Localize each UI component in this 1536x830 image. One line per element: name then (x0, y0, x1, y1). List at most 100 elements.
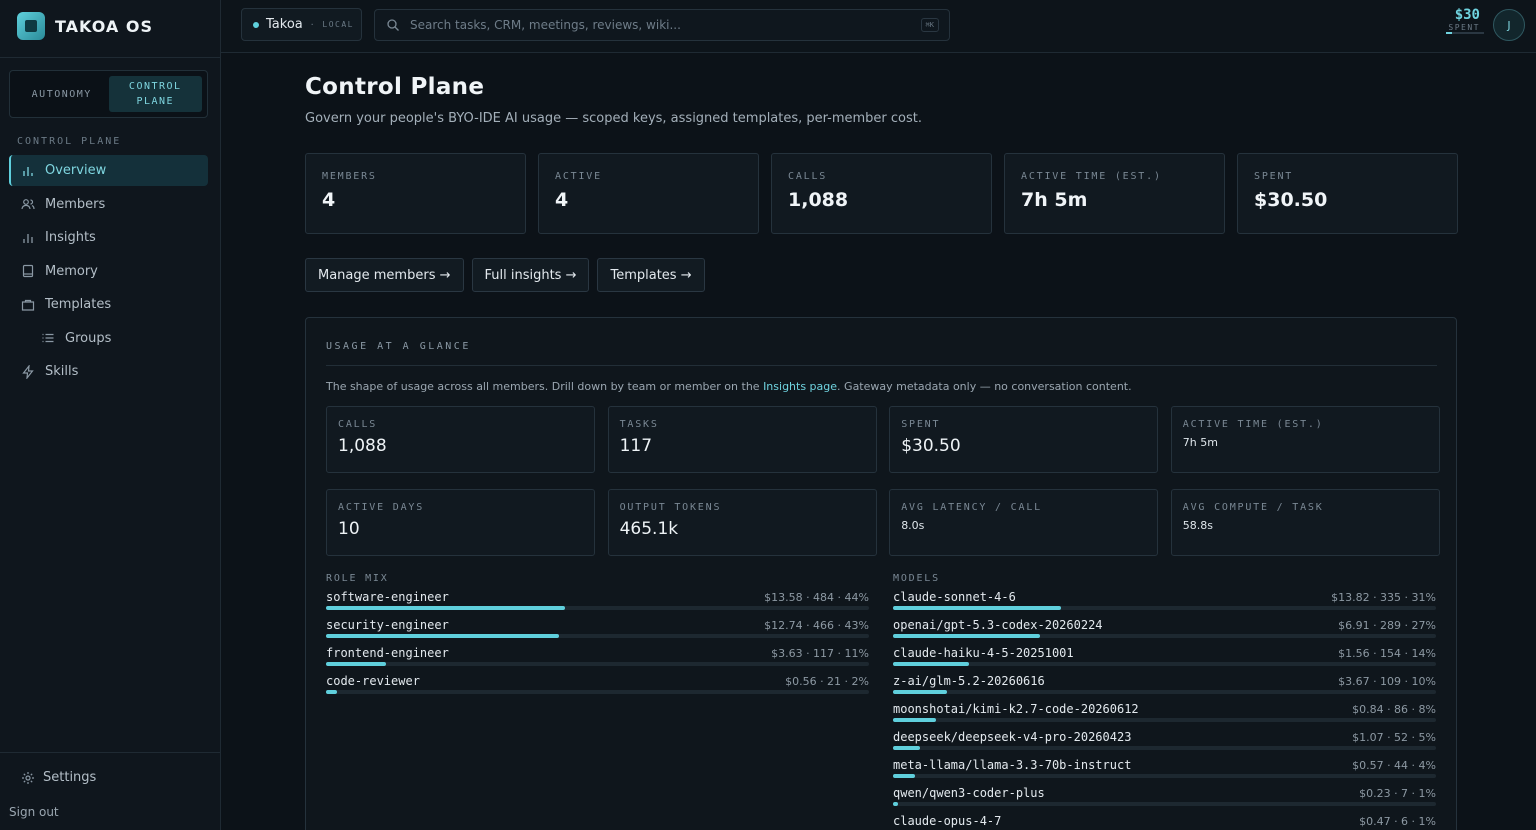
kpi-value: 7h 5m (1021, 189, 1088, 211)
usage-bar-fill (326, 606, 565, 610)
sidebar-item-label: Templates (45, 297, 112, 312)
sidebar-item-memory[interactable]: Memory (9, 256, 208, 287)
panel-description: The shape of usage across all members. D… (326, 380, 1132, 393)
row-meta: $0.56 · 21 · 2% (785, 675, 869, 688)
row-name: deepseek/deepseek-v4-pro-20260423 (893, 730, 1132, 744)
model-row[interactable]: deepseek/deepseek-v4-pro-20260423 $1.07 ·… (893, 728, 1436, 756)
stat-value: 10 (338, 519, 360, 539)
desc-text: The shape of usage across all members. D… (326, 380, 764, 393)
stat-card-calls: CALLS 1,088 (326, 406, 595, 473)
workspace-switcher[interactable]: Takoa · LOCAL (241, 8, 362, 41)
folder-icon (21, 298, 35, 312)
model-row[interactable]: claude-sonnet-4-6 $13.82 · 335 · 31% (893, 588, 1436, 616)
mode-label-line1: CONTROL (128, 81, 182, 92)
book-icon (21, 264, 35, 278)
list-icon (41, 331, 55, 345)
stat-card-spent: SPENT $30.50 (889, 406, 1159, 473)
panel-title: USAGE AT A GLANCE (326, 341, 471, 352)
stat-card-active-days: ACTIVE DAYS 10 (326, 489, 595, 556)
row-name: claude-opus-4-7 (893, 814, 1002, 828)
spend-progress-fill (1446, 32, 1452, 34)
stat-label: OUTPUT TOKENS (619, 502, 722, 513)
usage-bar-track (893, 606, 1436, 610)
stat-value: 1,088 (338, 436, 387, 456)
mode-control-plane-button[interactable]: CONTROL PLANE (108, 76, 202, 112)
row-name: software-engineer (326, 590, 449, 604)
search-input[interactable] (410, 18, 910, 32)
model-row[interactable]: z-ai/glm-5.2-20260616 $3.67 · 109 · 10% (893, 672, 1436, 700)
role-mix: ROLE MIX software-engineer $13.58 · 484 ·… (326, 573, 869, 700)
sidebar-item-members[interactable]: Members (9, 189, 208, 220)
row-name: openai/gpt-5.3-codex-20260224 (893, 618, 1103, 632)
sign-out-link[interactable]: Sign out (9, 805, 59, 819)
usage-bar-fill (326, 634, 560, 638)
settings-button[interactable]: Settings (21, 770, 96, 785)
stat-label: TASKS (619, 419, 659, 430)
row-meta: $0.47 · 6 · 1% (1359, 815, 1436, 828)
usage-bar-track (326, 606, 869, 610)
sidebar-item-groups[interactable]: Groups (9, 323, 208, 354)
stat-card-avg-latency: AVG LATENCY / CALL 8.0s (889, 489, 1159, 556)
mode-autonomy-button[interactable]: AUTONOMY (15, 76, 109, 112)
logo-icon (17, 12, 45, 40)
models-mix: MODELS claude-sonnet-4-6 $13.82 · 335 · 3… (893, 573, 1436, 830)
mode-control-plane-label: CONTROL PLANE (129, 79, 182, 109)
model-row[interactable]: claude-opus-4-7 $0.47 · 6 · 1% (893, 812, 1436, 830)
stat-value: 58.8s (1182, 519, 1214, 532)
models-list: claude-sonnet-4-6 $13.82 · 335 · 31% opena… (893, 588, 1436, 830)
mode-autonomy-label: AUTONOMY (31, 88, 92, 100)
spend-meter: $30 SPENT (1448, 7, 1480, 32)
stat-label: AVG COMPUTE / TASK (1182, 502, 1324, 513)
model-row[interactable]: claude-haiku-4-5-20251001 $1.56 · 154 · 1… (893, 644, 1436, 672)
row-meta: $3.63 · 117 · 11% (771, 647, 869, 660)
usage-bar-track (326, 634, 869, 638)
nav-section-title: CONTROL PLANE (17, 136, 122, 147)
role-mix-row[interactable]: security-engineer $12.74 · 466 · 43% (326, 616, 869, 644)
role-mix-row[interactable]: code-reviewer $0.56 · 21 · 2% (326, 672, 869, 700)
kpi-label: SPENT (1254, 171, 1294, 182)
row-name: moonshotai/kimi-k2.7-code-20260612 (893, 702, 1139, 716)
full-insights-button[interactable]: Full insights → (471, 258, 590, 292)
sidebar-item-templates[interactable]: Templates (9, 289, 208, 320)
status-dot-icon (253, 21, 259, 28)
sidebar-item-label: Members (45, 196, 106, 212)
stat-label: ACTIVE TIME (EST.) (1182, 419, 1324, 430)
usage-bar-fill (893, 718, 937, 722)
stat-value: 7h 5m (1182, 436, 1218, 449)
manage-members-button[interactable]: Manage members → (305, 258, 464, 292)
usage-bar-track (893, 690, 1436, 694)
sidebar-item-skills[interactable]: Skills (9, 356, 208, 387)
brand[interactable]: TAKOA OS (17, 12, 153, 40)
sidebar-item-label: Insights (45, 230, 96, 245)
kpi-value: 1,088 (788, 189, 849, 211)
model-row[interactable]: moonshotai/kimi-k2.7-code-20260612 $0.84 … (893, 700, 1436, 728)
spent-value: $30 (1454, 7, 1480, 23)
usage-bar-track (893, 746, 1436, 750)
models-title: MODELS (893, 573, 940, 584)
templates-button[interactable]: Templates → (597, 258, 705, 292)
avatar[interactable]: J (1493, 9, 1525, 41)
row-meta: $0.23 · 7 · 1% (1359, 787, 1436, 800)
model-row[interactable]: qwen/qwen3-coder-plus $0.23 · 7 · 1% (893, 784, 1436, 812)
model-row[interactable]: meta-llama/llama-3.3-70b-instruct $0.57 ·… (893, 756, 1436, 784)
sidebar-item-label: Skills (45, 364, 79, 379)
row-name: frontend-engineer (326, 646, 449, 660)
kpi-card-calls: CALLS 1,088 (771, 153, 992, 234)
insights-page-link[interactable]: Insights page (763, 380, 838, 393)
sidebar-item-label: Overview (45, 163, 107, 178)
stat-label: AVG LATENCY / CALL (901, 502, 1042, 513)
users-icon (21, 197, 35, 211)
stat-label: ACTIVE DAYS (338, 502, 425, 513)
row-name: qwen/qwen3-coder-plus (893, 786, 1045, 800)
shortcut-badge: ⌘K (920, 18, 939, 32)
sidebar-item-insights[interactable]: Insights (9, 222, 208, 253)
sidebar-item-overview[interactable]: Overview (9, 155, 208, 186)
usage-bar-track (893, 802, 1436, 806)
model-row[interactable]: openai/gpt-5.3-codex-20260224 $6.91 · 289… (893, 616, 1436, 644)
role-mix-row[interactable]: software-engineer $13.58 · 484 · 44% (326, 588, 869, 616)
workspace-name: Takoa (266, 17, 303, 32)
role-mix-title: ROLE MIX (326, 573, 389, 584)
role-mix-row[interactable]: frontend-engineer $3.63 · 117 · 11% (326, 644, 869, 672)
sidebar: TAKOA OS AUTONOMY CONTROL PLANE CONTROL … (0, 0, 221, 830)
kpi-card-active: ACTIVE 4 (538, 153, 759, 234)
